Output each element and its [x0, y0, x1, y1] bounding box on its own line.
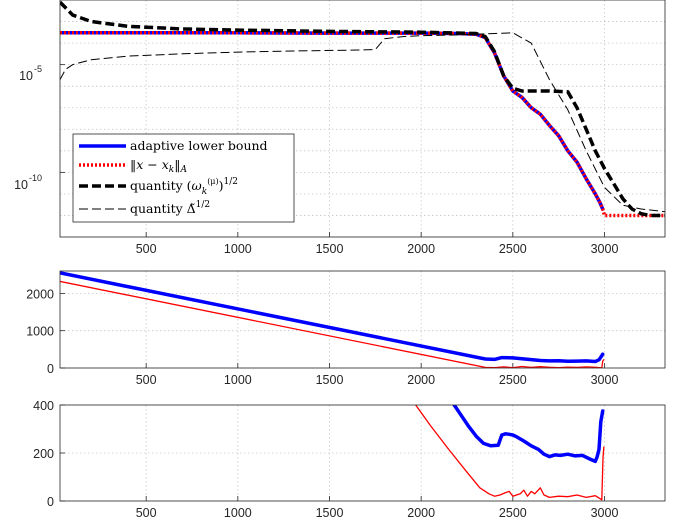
middle-ytick-label: 0 — [47, 362, 54, 376]
legend-item-omega-quantity: quantity (ωk(μ))1/2 — [79, 177, 238, 197]
legend-item-adaptive-lower-bound: adaptive lower bound — [79, 138, 268, 153]
top-panel: 500 1000 1500 2000 2500 3000 10 -5 10 -10 ada… — [14, 0, 666, 256]
middle-xtick-label: 2000 — [407, 373, 435, 387]
legend-item-error-norm: ‖x − xk‖A — [79, 157, 188, 175]
legend: adaptive lower bound ‖x − xk‖A quantity … — [72, 133, 295, 223]
bottom-xtick-label: 2000 — [407, 506, 435, 520]
top-axes-frame — [59, 0, 666, 238]
middle-xtick-label: 2500 — [499, 373, 527, 387]
middle-plot-area — [60, 271, 665, 368]
bottom-axes-frame — [59, 404, 666, 502]
bottom-plot-area — [60, 405, 665, 501]
top-series-line-4 — [60, 32, 665, 213]
middle-ytick-label: 2000 — [26, 287, 54, 301]
top-x-ticks: 500 1000 1500 2000 2500 3000 — [136, 242, 619, 256]
top-ytick-label-2: 10 — [14, 178, 28, 192]
bottom-lines — [415, 405, 605, 501]
bottom-ytick-label: 200 — [33, 447, 54, 461]
middle-x-ticks: 500 1000 1500 2000 2500 3000 — [136, 373, 619, 387]
bottom-series-line-1 — [452, 405, 605, 464]
top-lines — [60, 0, 665, 218]
top-xtick-label: 2500 — [499, 242, 527, 256]
bottom-ytick-label: 400 — [33, 399, 54, 413]
top-series-line-3 — [60, 0, 665, 218]
legend-label-delta-quantity: quantity Δ̃1/2 — [130, 200, 210, 216]
legend-label-omega-quantity: quantity (ωk(μ))1/2 — [130, 177, 238, 197]
middle-xtick-label: 1000 — [224, 373, 252, 387]
bottom-xtick-label: 3000 — [591, 506, 619, 520]
middle-xtick-label: 3000 — [591, 373, 619, 387]
top-xtick-label: 3000 — [591, 242, 619, 256]
bottom-xtick-label: 1500 — [316, 506, 344, 520]
middle-xtick-label: 1500 — [316, 373, 344, 387]
legend-box — [72, 133, 295, 223]
middle-y-ticks: 0 1000 2000 — [26, 287, 54, 376]
top-xtick-label: 1000 — [224, 242, 252, 256]
legend-label-error-norm: ‖x − xk‖A — [130, 157, 188, 175]
top-xtick-label: 500 — [136, 242, 157, 256]
bottom-ytick-label: 0 — [47, 495, 54, 509]
bottom-xtick-label: 500 — [136, 506, 157, 520]
legend-item-delta-quantity: quantity Δ̃1/2 — [79, 200, 210, 216]
bottom-xtick-label: 2500 — [499, 506, 527, 520]
middle-panel: 500 1000 1500 2000 2500 3000 0 1000 2000 — [26, 270, 666, 387]
bottom-series-line-2 — [415, 405, 605, 501]
top-ytick-label-1: 10 — [19, 69, 33, 83]
top-ytick-label-1-exp: -5 — [34, 64, 42, 74]
top-y-ticks: 10 -5 10 -10 — [14, 64, 42, 192]
middle-xtick-label: 500 — [136, 373, 157, 387]
bottom-y-ticks: 0 200 400 — [33, 399, 54, 509]
bottom-x-ticks: 500 1000 1500 2000 2500 3000 — [136, 506, 619, 520]
middle-series-line-1 — [60, 271, 605, 364]
top-xtick-label: 2000 — [407, 242, 435, 256]
middle-axes-frame — [59, 270, 666, 369]
top-xtick-label: 1500 — [316, 242, 344, 256]
top-ytick-label-2-exp: -10 — [29, 173, 42, 183]
bottom-xtick-label: 1000 — [224, 506, 252, 520]
middle-ytick-label: 1000 — [26, 325, 54, 339]
bottom-panel: 500 1000 1500 2000 2500 3000 0 200 400 — [33, 399, 666, 520]
legend-label-adaptive-lower-bound: adaptive lower bound — [130, 138, 268, 153]
